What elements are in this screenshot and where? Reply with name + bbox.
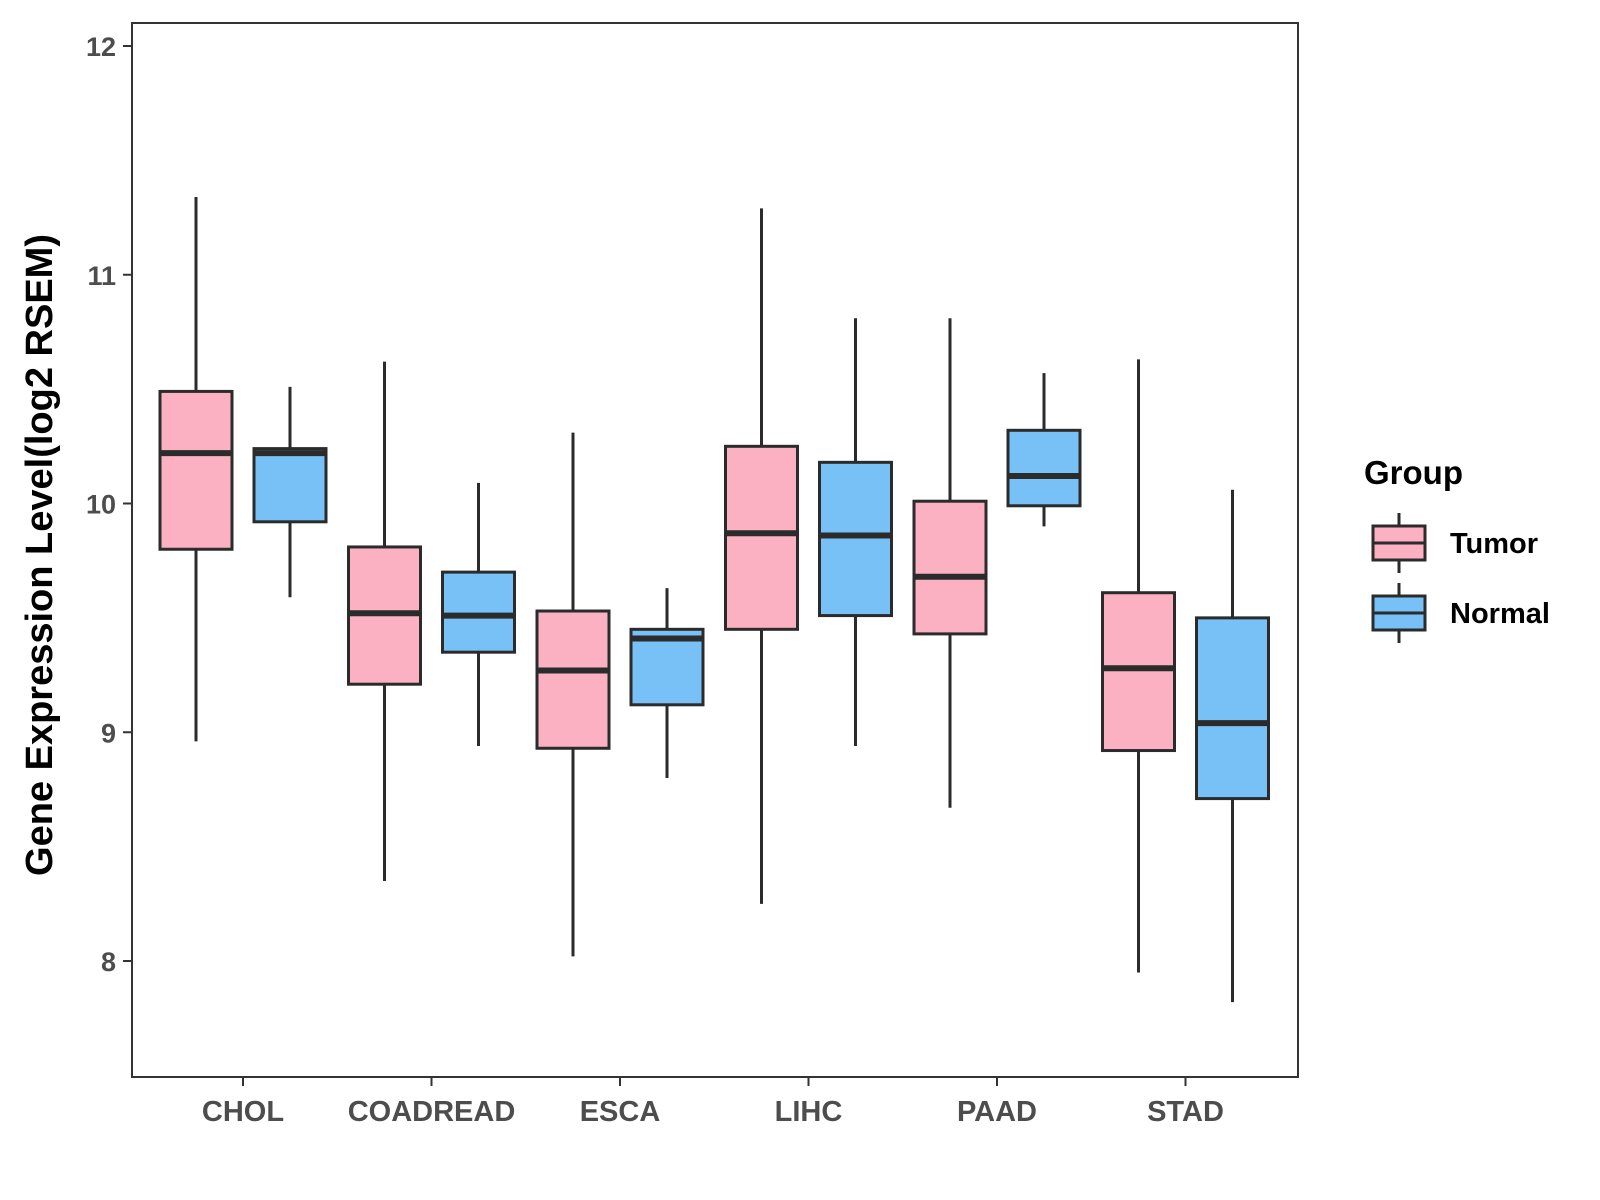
box-normal-esca (629, 588, 705, 778)
y-tick-label: 11 (87, 261, 116, 291)
box-normal-chol (252, 386, 328, 598)
x-tick-label: STAD (1147, 1096, 1224, 1128)
plot-area (158, 196, 1270, 1003)
box-body (1195, 616, 1270, 801)
box-tumor-chol (158, 196, 234, 742)
box-body (535, 609, 611, 750)
box-body (441, 570, 516, 654)
box-tumor-stad (1101, 359, 1176, 973)
x-tick-label: CHOL (202, 1096, 284, 1128)
box-body (629, 627, 705, 707)
box-body (912, 499, 988, 636)
legend-label: Tumor (1450, 528, 1538, 560)
box-normal-lihc (818, 318, 893, 746)
legend-label: Normal (1450, 598, 1550, 630)
box-normal-coadread (441, 482, 516, 746)
box-normal-paad (1006, 373, 1082, 527)
box-body (724, 444, 799, 631)
y-tick-label: 12 (86, 32, 116, 62)
legend-item-normal: Normal (1371, 583, 1550, 643)
x-tick-label: LIHC (775, 1096, 843, 1128)
box-body (252, 447, 328, 524)
panel-border (131, 22, 1299, 1078)
y-tick-label: 9 (101, 718, 116, 748)
y-tick-label: 10 (86, 490, 116, 520)
legend-item-tumor: Tumor (1371, 513, 1538, 573)
legend-title: Group (1364, 454, 1463, 491)
box-tumor-paad (912, 318, 988, 808)
box-body (818, 460, 893, 618)
box-normal-stad (1195, 489, 1270, 1003)
box-tumor-coadread (347, 361, 422, 881)
x-tick-label: ESCA (580, 1096, 661, 1128)
box-body (1101, 591, 1176, 753)
x-tick-label: COADREAD (348, 1096, 516, 1128)
box-body (1006, 428, 1082, 508)
x-tick-label: PAAD (957, 1096, 1037, 1128)
box-tumor-esca (535, 432, 611, 957)
y-tick-label: 8 (101, 947, 116, 977)
axes: 8 9 10 11 12 CHOL COADREAD ESCA LIHC PAAD STAD (86, 32, 1224, 1128)
box-tumor-lihc (724, 208, 799, 904)
box-body (158, 389, 234, 551)
y-axis-title: Gene Expression Level(log2 RSEM) (19, 234, 61, 876)
legend: Group Tumor Normal (1364, 454, 1550, 643)
